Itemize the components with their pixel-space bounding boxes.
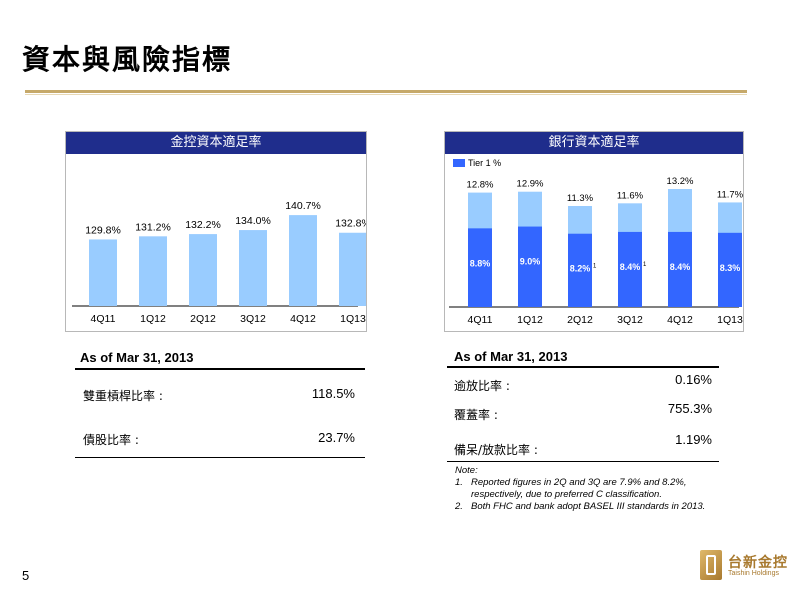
bar-tier1-label: 8.8% bbox=[470, 258, 491, 268]
x-tick-label: 4Q11 bbox=[468, 314, 493, 326]
x-tick-label: 1Q12 bbox=[517, 314, 543, 326]
bank-car-chart-title: 銀行資本適足率 bbox=[445, 132, 743, 154]
reserve-loan-ratio-value: 1.19% bbox=[675, 432, 712, 447]
bar-value-label: 134.0% bbox=[235, 215, 271, 227]
bar-tier1-label: 9.0% bbox=[520, 257, 541, 267]
bank-car-chart: Tier 1 % 12.8% 8.8% 4Q11 12.9% 9.0% 1Q12 11.3% 8… bbox=[449, 158, 743, 326]
x-tick-label: 1Q13 bbox=[340, 313, 366, 325]
bar bbox=[189, 234, 217, 306]
bar-tier1 bbox=[668, 231, 692, 307]
left-table-top-rule bbox=[75, 368, 365, 370]
npl-ratio-value: 0.16% bbox=[675, 372, 712, 387]
x-tick-label: 1Q13 bbox=[717, 314, 743, 326]
coverage-ratio-label: 覆蓋率 : bbox=[454, 408, 498, 422]
bar bbox=[339, 232, 366, 306]
logo-mark-icon bbox=[700, 550, 722, 580]
notes-title: Note: bbox=[455, 465, 478, 476]
note-item: 2. Both FHC and bank adopt BASEL III sta… bbox=[455, 501, 725, 513]
fhc-car-chart-panel: 金控資本適足率 129.8% 4Q11 131.2% 1Q12 132.2% 2Q12 13… bbox=[65, 131, 367, 332]
double-leverage-label: 雙重槓桿比率 : bbox=[83, 389, 163, 403]
bar-tier1 bbox=[618, 231, 642, 307]
bar-value-label: 131.2% bbox=[135, 221, 171, 233]
bar-tier1 bbox=[518, 226, 542, 307]
bar-value-label: 132.8% bbox=[335, 218, 366, 230]
x-tick-label: 4Q12 bbox=[667, 314, 693, 326]
bar-total-label: 12.8% bbox=[467, 180, 494, 191]
bar-value-label: 132.2% bbox=[185, 219, 221, 231]
x-tick-label: 2Q12 bbox=[567, 314, 593, 326]
bar-tier1-label: 8.2% bbox=[570, 264, 591, 274]
bar-total-label: 12.9% bbox=[517, 179, 544, 190]
legend-swatch bbox=[453, 159, 465, 167]
bar bbox=[89, 239, 117, 306]
title-rule-shadow bbox=[25, 94, 747, 95]
bar bbox=[139, 236, 167, 306]
right-table-bottom-rule bbox=[447, 461, 719, 462]
bar-tier1-label: 8.4% bbox=[620, 262, 641, 272]
notes: Note: 1. Reported figures in 2Q and 3Q a… bbox=[455, 465, 725, 513]
fhc-car-chart: 129.8% 4Q11 131.2% 1Q12 132.2% 2Q12 134.0% 3Q12… bbox=[72, 200, 366, 325]
bar-total-label: 11.6% bbox=[617, 190, 644, 201]
double-leverage-value: 118.5% bbox=[311, 386, 355, 401]
bar-value-label: 140.7% bbox=[285, 200, 321, 212]
bar-tier1 bbox=[718, 232, 742, 307]
x-tick-label: 3Q12 bbox=[617, 314, 643, 326]
x-tick-label: 4Q11 bbox=[91, 313, 116, 325]
right-table-heading: As of Mar 31, 2013 bbox=[454, 349, 568, 364]
bank-car-chart-panel: 銀行資本適足率 Tier 1 % 12.8% 8.8% 4Q11 12.9% 9.0% 1Q… bbox=[444, 131, 744, 332]
left-table-bottom-rule bbox=[75, 457, 365, 458]
bar-tier1-label: 8.3% bbox=[720, 263, 741, 273]
note-number: 1. bbox=[455, 477, 463, 488]
note-item: 1. Reported figures in 2Q and 3Q are 7.9… bbox=[455, 477, 725, 501]
bar-tier1 bbox=[468, 228, 492, 307]
right-table-top-rule bbox=[447, 366, 719, 368]
bar-total-label: 11.7% bbox=[717, 189, 743, 200]
left-table-heading: As of Mar 31, 2013 bbox=[80, 350, 194, 365]
x-tick-label: 4Q12 bbox=[290, 313, 316, 325]
bar bbox=[239, 230, 267, 306]
coverage-ratio-value: 755.3% bbox=[667, 401, 712, 416]
company-logo: 台新金控 Taishin Holdings bbox=[700, 550, 790, 588]
x-tick-label: 3Q12 bbox=[240, 313, 266, 325]
reserve-loan-ratio-label: 備呆/放款比率 : bbox=[454, 443, 538, 457]
bar-footnote-marker: 1 bbox=[593, 264, 597, 270]
bar-value-label: 129.8% bbox=[85, 224, 121, 236]
logo-chinese-name: 台新金控 bbox=[728, 555, 788, 571]
x-tick-label: 2Q12 bbox=[190, 313, 216, 325]
bar-tier1-label: 8.4% bbox=[670, 262, 691, 272]
page-number: 5 bbox=[22, 568, 30, 583]
bar-total-label: 11.3% bbox=[567, 193, 594, 204]
note-text: Both FHC and bank adopt BASEL III standa… bbox=[471, 501, 706, 512]
fhc-car-chart-title: 金控資本適足率 bbox=[66, 132, 366, 154]
x-tick-label: 1Q12 bbox=[140, 313, 166, 325]
bar-footnote-marker: 1 bbox=[643, 262, 647, 268]
note-text: Reported figures in 2Q and 3Q are 7.9% a… bbox=[471, 477, 687, 500]
title-rule bbox=[25, 90, 747, 93]
debt-equity-value: 23.7% bbox=[318, 430, 355, 445]
debt-equity-label: 債股比率 : bbox=[83, 433, 139, 447]
bar-tier1 bbox=[568, 233, 592, 307]
bar-total-label: 13.2% bbox=[667, 176, 694, 187]
bar bbox=[289, 215, 317, 306]
note-number: 2. bbox=[455, 501, 463, 512]
page-title: 資本與風險指標 bbox=[22, 43, 233, 76]
logo-english-name: Taishin Holdings bbox=[728, 570, 779, 577]
legend-label: Tier 1 % bbox=[468, 158, 501, 168]
npl-ratio-label: 逾放比率 : bbox=[454, 379, 510, 393]
